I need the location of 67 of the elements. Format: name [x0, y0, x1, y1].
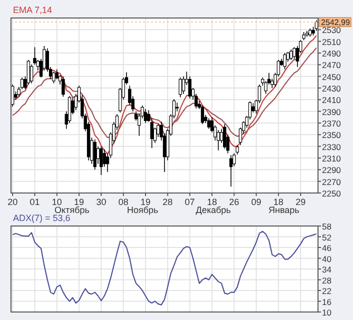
y-tick-label: 2410: [322, 95, 342, 106]
text: Январь: [268, 205, 300, 215]
x-tick-label: 19: [74, 197, 84, 207]
x-tick-label: 10: [52, 197, 62, 207]
y-tick-label: 2430: [322, 84, 342, 94]
text: Декабрь: [196, 205, 232, 215]
y-tick-label: 2310: [322, 154, 342, 164]
x-tick-label: 29: [296, 197, 306, 207]
candlestick: [100, 146, 103, 176]
x-tick-label: 09: [251, 197, 262, 207]
y-tick-label: 58: [322, 222, 332, 232]
candlestick: [178, 77, 182, 98]
candlestick: [62, 76, 65, 98]
candlestick: [220, 128, 224, 144]
candlestick: [96, 146, 100, 164]
candlestick: [229, 154, 233, 187]
candlestick: [207, 118, 210, 130]
x-tick-label: 20: [8, 197, 18, 207]
x-tick-label: 30: [96, 197, 106, 207]
y-tick-label: 2530: [322, 25, 342, 36]
line-series: [12, 230, 317, 306]
y-tick-label: 2510: [322, 36, 342, 47]
candlestick: [283, 52, 286, 70]
y-tick-label: 46: [322, 243, 332, 253]
y-tick-label: 2490: [322, 48, 342, 58]
x-tick-label: 18: [206, 197, 217, 207]
y-tick-label: 2350: [322, 130, 342, 140]
x-tick-label: 26: [229, 197, 240, 207]
y-tick-label: 2370: [322, 118, 342, 128]
candlestick: [30, 64, 34, 84]
y-tick-label: 34: [322, 264, 332, 274]
y-tick-label: 52: [322, 232, 332, 242]
series-label: ADX(7) = 53,6: [13, 213, 70, 223]
y-tick-label: 2250: [322, 188, 342, 198]
y-tick-label: 2330: [322, 142, 342, 152]
x-tick-label: 18: [273, 197, 284, 207]
candlestick: [216, 130, 220, 151]
x-tick-label: 19: [140, 197, 151, 207]
y-tick-label: 2450: [322, 72, 342, 82]
y-tick-label: 2290: [322, 165, 342, 176]
candlestick: [144, 108, 148, 124]
y-tick-label: 2270: [322, 176, 342, 187]
x-tick-label: 01: [30, 197, 40, 207]
candlestick: [236, 144, 239, 155]
x-tick-label: 28: [162, 197, 173, 207]
y-tick-label: 10: [322, 308, 332, 318]
candlestick: [200, 105, 204, 125]
text: Октябрь: [54, 205, 90, 215]
y-tick-label: 2390: [322, 106, 342, 117]
candlestick: [290, 49, 293, 60]
candlestick: [292, 46, 296, 60]
candlestick: [26, 60, 30, 85]
x-tick-label: 07: [184, 197, 195, 207]
candlestick: [150, 118, 154, 148]
candlestick: [182, 76, 186, 94]
y-tick-label: 40: [322, 254, 332, 264]
ref-line-label: 2542,99: [321, 18, 350, 28]
text: Ноябрь: [127, 205, 159, 215]
candlestick: [52, 71, 56, 84]
legend-title: EMA 7,14: [13, 5, 52, 15]
x-tick-label: 08: [118, 197, 128, 207]
y-tick-label: 16: [322, 296, 332, 307]
y-tick-label: 2470: [322, 60, 342, 70]
candlestick: [223, 124, 226, 150]
y-tick-label: 28: [322, 275, 332, 286]
candlestick: [188, 76, 192, 99]
y-tick-label: 22: [322, 286, 332, 296]
